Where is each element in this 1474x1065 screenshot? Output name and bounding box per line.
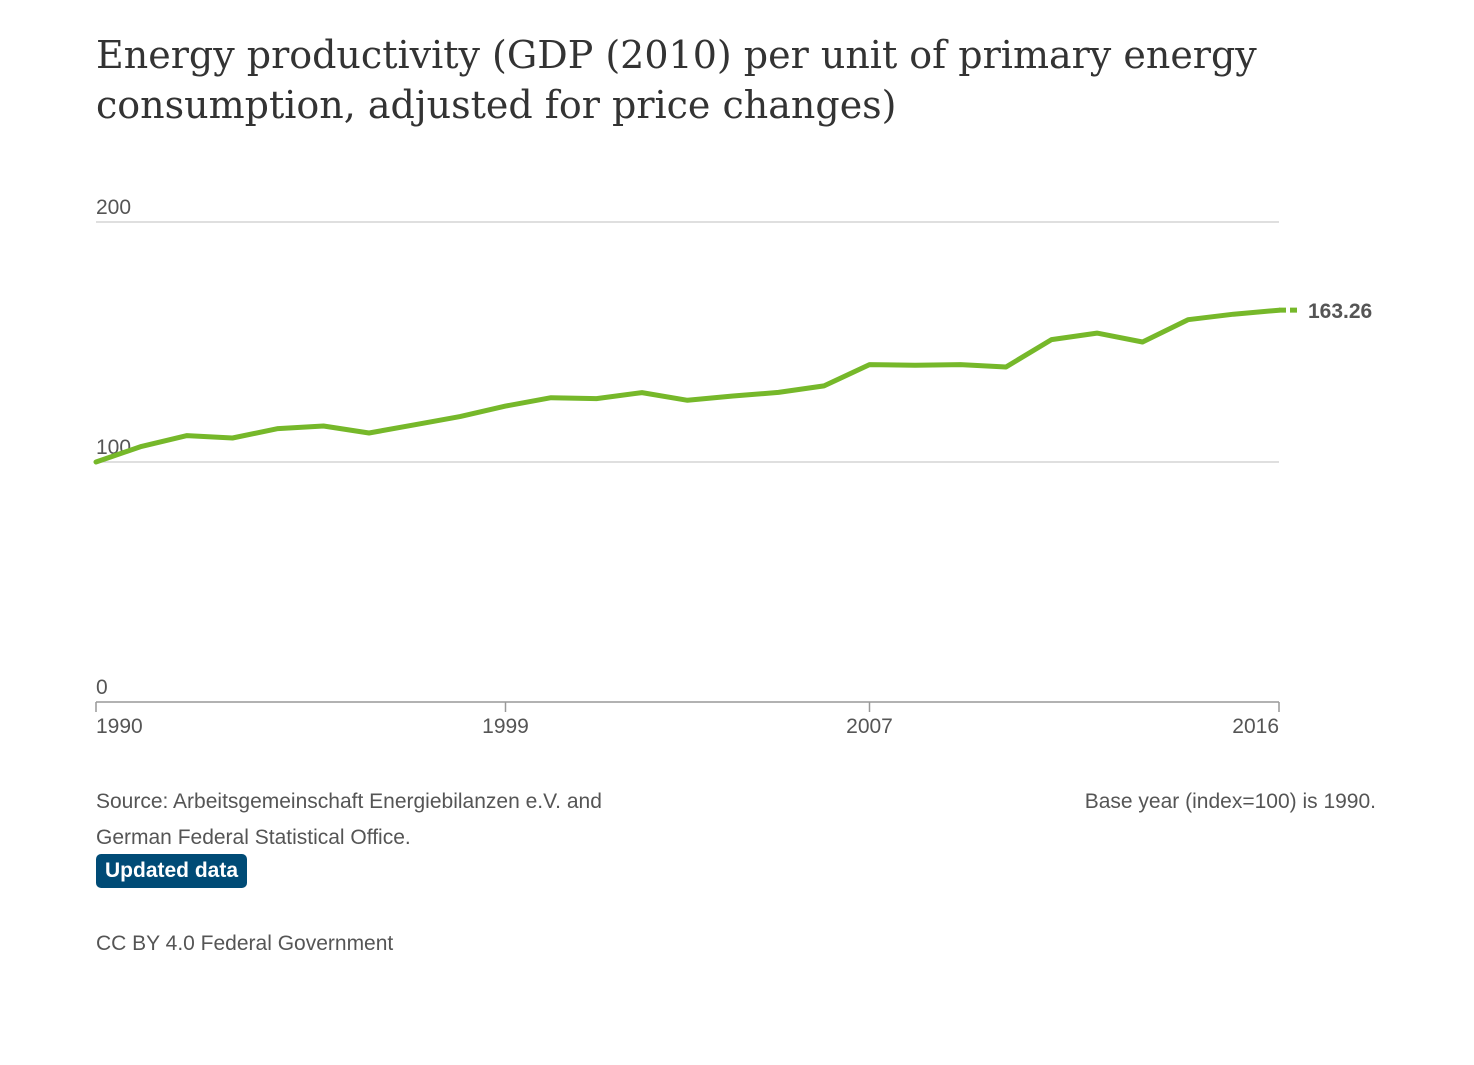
source-line-1: Source: Arbeitsgemeinschaft Energiebilan… <box>96 790 602 813</box>
y-tick-label: 200 <box>96 196 131 219</box>
end-label-layer: 163.26 <box>1308 300 1372 323</box>
series-layer <box>93 307 1297 465</box>
y-tick-label: 0 <box>96 676 108 699</box>
source-line-2: German Federal Statistical Office. <box>96 826 411 849</box>
x-tick-label: 1990 <box>96 715 143 738</box>
license-note: CC BY 4.0 Federal Government <box>96 932 394 955</box>
x-axis <box>95 701 1280 712</box>
x-axis-labels: 1990 1999 2007 2016 <box>96 715 1279 738</box>
source-note: Source: Arbeitsgemeinschaft Energiebilan… <box>96 784 716 856</box>
x-tick-label: 2016 <box>1232 715 1279 738</box>
x-tick-label: 1999 <box>482 715 529 738</box>
base-year-note: Base year (index=100) is 1990. <box>1084 790 1376 813</box>
series-line <box>93 307 1282 465</box>
x-tick-label: 2007 <box>846 715 893 738</box>
updated-data-button[interactable]: Updated data <box>96 854 248 888</box>
gridlines <box>96 221 1279 463</box>
chart-title: Energy productivity (GDP (2010) per unit… <box>96 33 1257 127</box>
end-value-label: 163.26 <box>1308 300 1372 323</box>
